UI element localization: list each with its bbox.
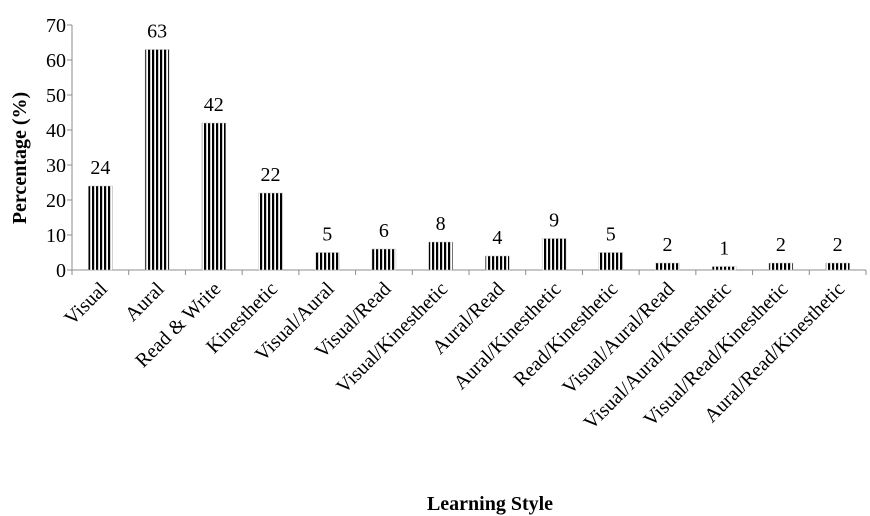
y-tick-label: 20: [46, 190, 66, 212]
bar: [655, 262, 680, 271]
bar: [88, 185, 113, 271]
data-label: 5: [322, 224, 332, 246]
data-label: 2: [776, 234, 786, 256]
bar: [314, 252, 340, 271]
data-label: 4: [492, 227, 502, 249]
bar: [258, 192, 283, 271]
x-tick-label: Read/Kinesthetic: [509, 278, 622, 391]
data-label: 63: [147, 21, 167, 43]
bar: [485, 255, 510, 271]
y-tick-label: 40: [46, 120, 66, 142]
data-label: 2: [833, 234, 843, 256]
data-label: 1: [719, 238, 729, 260]
data-label: 6: [379, 220, 389, 242]
data-label: 2: [663, 234, 673, 256]
bar: [541, 238, 567, 271]
x-tick-label: Visual: [60, 278, 112, 330]
y-tick-label: 0: [56, 260, 66, 282]
data-label: 8: [436, 213, 446, 235]
x-axis-title: Learning Style: [427, 493, 553, 515]
data-label: 42: [204, 94, 224, 116]
data-label: 24: [90, 157, 110, 179]
bar: [201, 122, 227, 271]
x-tick-label: Aural: [121, 278, 169, 326]
bar: [428, 241, 453, 271]
y-tick-label: 30: [46, 155, 66, 177]
data-label: 22: [261, 164, 281, 186]
y-axis-title: Percentage (%): [9, 92, 31, 224]
bar: [825, 262, 850, 271]
y-tick-label: 10: [46, 225, 66, 247]
y-tick-label: 50: [46, 85, 66, 107]
y-tick-label: 60: [46, 50, 66, 72]
bar: [711, 266, 737, 271]
bar: [144, 49, 170, 271]
data-label: 5: [606, 224, 616, 246]
bar: [768, 262, 794, 271]
bar: [598, 252, 624, 271]
bar: [371, 248, 397, 271]
y-tick-label: 70: [46, 15, 66, 37]
data-label: 9: [549, 210, 559, 232]
